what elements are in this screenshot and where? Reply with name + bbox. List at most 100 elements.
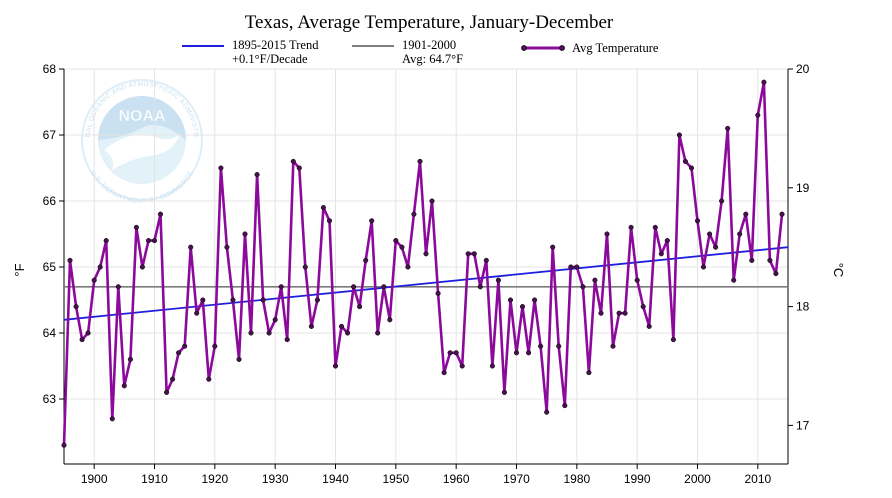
tick-label-y-right: 18 [796, 300, 810, 314]
data-point-1918 [200, 297, 206, 303]
data-point-1971 [519, 304, 526, 310]
data-point-2005 [725, 125, 731, 131]
series-layer [61, 79, 785, 448]
data-point-1928 [260, 297, 266, 303]
data-point-1902 [103, 238, 109, 244]
data-point-1935 [302, 264, 308, 270]
tick-label-x: 1970 [503, 472, 530, 486]
data-point-1965 [483, 257, 489, 263]
data-point-1906 [127, 356, 133, 362]
legend: 1895-2015 Trend +0.1°F/Decade 1901-2000 … [182, 38, 659, 66]
data-point-1944 [357, 304, 363, 310]
data-point-2006 [731, 277, 737, 283]
data-point-1992 [646, 323, 652, 329]
data-point-1911 [157, 211, 164, 217]
data-point-1974 [538, 343, 544, 349]
data-point-1895 [61, 442, 67, 448]
noaa-logo-wordmark: NOAA [118, 108, 166, 125]
data-point-1953 [411, 211, 417, 217]
data-point-1998 [682, 158, 688, 164]
data-point-1910 [151, 238, 158, 244]
data-point-1896 [67, 257, 73, 263]
data-point-1948 [381, 284, 387, 290]
data-point-2010 [755, 112, 761, 118]
data-point-1960 [453, 350, 459, 356]
data-point-1951 [399, 244, 405, 250]
data-point-1901 [97, 264, 103, 270]
data-point-1962 [465, 251, 471, 257]
data-point-1926 [248, 330, 254, 336]
data-point-1903 [109, 416, 115, 422]
data-point-1995 [664, 238, 670, 244]
data-point-2014 [779, 211, 785, 217]
data-point-1907 [133, 224, 139, 230]
data-point-1912 [164, 389, 170, 395]
data-point-1929 [266, 330, 272, 336]
data-point-1933 [290, 158, 296, 164]
data-point-1919 [206, 376, 212, 382]
legend-trend-label: 1895-2015 Trend [232, 38, 319, 52]
data-point-1966 [489, 363, 495, 369]
data-point-1934 [296, 165, 302, 171]
data-point-1917 [194, 310, 200, 316]
tick-label-x: 1990 [624, 472, 651, 486]
data-point-1970 [513, 350, 520, 356]
data-point-1999 [688, 165, 695, 171]
data-point-1909 [145, 238, 152, 244]
data-point-1941 [338, 323, 345, 329]
data-point-1947 [375, 330, 381, 336]
data-point-1900 [91, 277, 97, 283]
data-point-1923 [230, 297, 236, 303]
legend-series-marker-right [559, 45, 565, 51]
data-point-1920 [212, 343, 218, 349]
legend-average-label: 1901-2000 [402, 38, 456, 52]
data-point-1980 [574, 264, 580, 270]
legend-series-label: Avg Temperature [572, 41, 659, 55]
data-point-1899 [85, 330, 91, 336]
tick-label-y-right: 19 [796, 181, 810, 195]
data-point-2009 [749, 257, 755, 263]
data-point-1936 [308, 323, 314, 329]
data-point-2007 [737, 231, 743, 237]
data-point-1988 [622, 310, 628, 316]
data-point-2013 [773, 271, 779, 277]
tick-label-x: 1960 [443, 472, 470, 486]
data-point-1979 [568, 264, 574, 270]
tick-label-x: 2000 [684, 472, 711, 486]
data-point-1927 [254, 172, 260, 178]
tick-label-y-left: 66 [43, 194, 57, 208]
data-point-1949 [387, 317, 393, 323]
data-point-1964 [477, 284, 483, 290]
data-point-1961 [459, 363, 465, 369]
data-point-2003 [713, 244, 719, 250]
data-point-1939 [326, 218, 333, 224]
data-point-1938 [320, 205, 326, 211]
data-point-1950 [393, 238, 399, 244]
chart-title: Texas, Average Temperature, January-Dece… [245, 12, 614, 33]
y-axis-label-left: °F [12, 263, 27, 276]
data-point-1981 [580, 284, 586, 290]
data-point-1914 [176, 350, 182, 356]
y-axis-label-right: °C [831, 263, 846, 278]
tick-label-x: 1920 [201, 472, 228, 486]
reference-lines [63, 246, 789, 321]
data-point-1990 [634, 277, 640, 283]
data-point-1945 [363, 257, 369, 263]
tick-label-y-left: 63 [43, 392, 57, 406]
data-point-1977 [556, 343, 562, 349]
data-point-1904 [115, 284, 121, 290]
tick-label-x: 1980 [563, 472, 590, 486]
data-point-1982 [586, 370, 592, 376]
data-point-1930 [272, 317, 278, 323]
data-point-2008 [743, 211, 749, 217]
data-point-1973 [532, 297, 538, 303]
tick-label-x: 1900 [81, 472, 108, 486]
data-point-1921 [218, 165, 224, 171]
data-point-1905 [121, 383, 127, 389]
noaa-logo-sky [98, 96, 186, 140]
data-point-2000 [694, 218, 701, 224]
data-point-1952 [405, 264, 411, 270]
data-point-1932 [284, 337, 290, 343]
